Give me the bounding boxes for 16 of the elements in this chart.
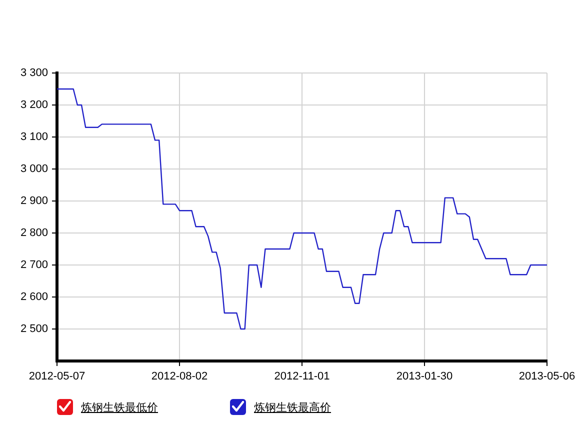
- y-tick-label: 3 100: [20, 131, 48, 144]
- y-tick-label: 2 800: [20, 227, 48, 240]
- y-tick-label: 2 500: [20, 323, 48, 336]
- y-tick-label: 3 200: [20, 99, 48, 112]
- x-tick-label: 2013-05-06: [518, 370, 576, 383]
- y-tick-label: 3 000: [20, 163, 48, 176]
- legend-label: 炼钢生铁最低价: [81, 400, 158, 414]
- legend-label: 炼钢生铁最高价: [254, 400, 331, 414]
- x-tick-label: 2013-01-30: [396, 370, 453, 383]
- x-tick-label: 2012-08-02: [151, 370, 208, 383]
- y-tick-label: 2 900: [20, 195, 48, 208]
- y-tick-label: 3 300: [20, 67, 48, 80]
- x-tick-label: 2012-05-07: [28, 370, 86, 383]
- y-tick-label: 2 600: [20, 291, 48, 304]
- x-tick-label: 2012-11-01: [274, 370, 330, 383]
- y-tick-label: 2 700: [20, 259, 48, 272]
